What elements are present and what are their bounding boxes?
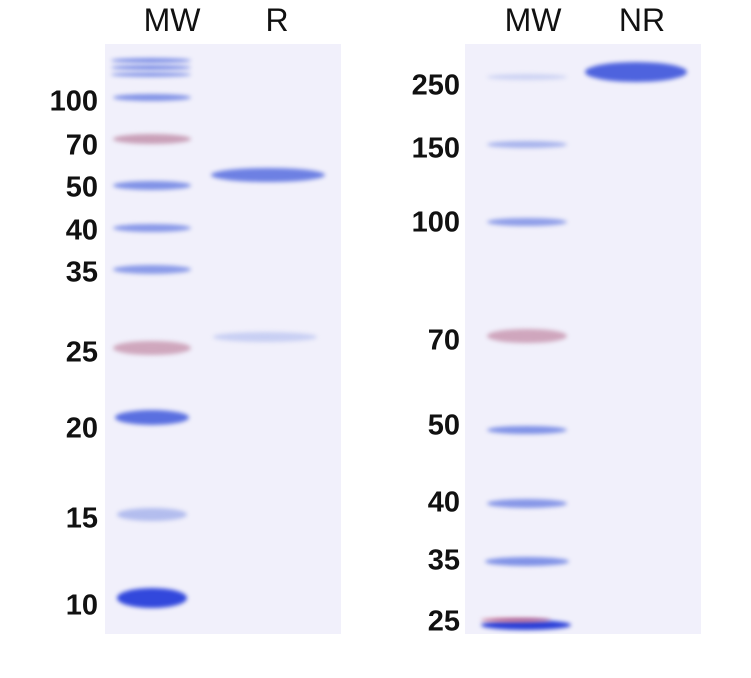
marker-label: 25 <box>427 605 460 638</box>
marker-band <box>117 508 187 521</box>
marker-label: 25 <box>65 336 98 369</box>
gel-left <box>105 44 341 634</box>
lane-header-nr: NR <box>618 2 666 38</box>
marker-band <box>485 557 569 566</box>
lane-header-mw-left: MW <box>143 2 201 38</box>
marker-label: 70 <box>427 324 460 357</box>
marker-band <box>487 499 567 508</box>
marker-label: 250 <box>411 69 460 102</box>
marker-label: 40 <box>427 486 460 519</box>
sample-band-r-light <box>213 332 317 342</box>
marker-band <box>111 65 191 70</box>
sample-band-r-main <box>211 168 325 182</box>
marker-band <box>111 58 191 63</box>
marker-band-red <box>481 618 551 622</box>
marker-band <box>487 218 567 226</box>
marker-band <box>113 224 191 232</box>
marker-band <box>115 410 189 425</box>
marker-band <box>487 141 567 148</box>
marker-label: 35 <box>65 256 98 289</box>
marker-band <box>487 329 567 343</box>
marker-label: 50 <box>427 409 460 442</box>
marker-label: 35 <box>427 544 460 577</box>
marker-band <box>113 181 191 190</box>
marker-band <box>111 72 191 77</box>
gel-right <box>465 44 701 634</box>
sample-band-nr <box>585 62 687 82</box>
marker-label: 15 <box>65 502 98 535</box>
marker-label: 70 <box>65 129 98 162</box>
lane-header-mw-right: MW <box>504 2 562 38</box>
marker-label: 150 <box>411 132 460 165</box>
marker-band <box>113 265 191 274</box>
marker-band <box>481 620 571 630</box>
marker-band <box>113 134 191 144</box>
marker-label: 10 <box>65 589 98 622</box>
marker-label: 40 <box>65 214 98 247</box>
marker-band <box>487 426 567 434</box>
marker-band <box>113 94 191 101</box>
marker-label: 50 <box>65 171 98 204</box>
lane-header-r: R <box>265 2 289 38</box>
marker-label: 100 <box>49 85 98 118</box>
marker-label: 100 <box>411 206 460 239</box>
marker-band <box>117 588 187 608</box>
marker-label: 20 <box>65 412 98 445</box>
marker-band <box>113 341 191 355</box>
marker-band <box>487 74 567 80</box>
